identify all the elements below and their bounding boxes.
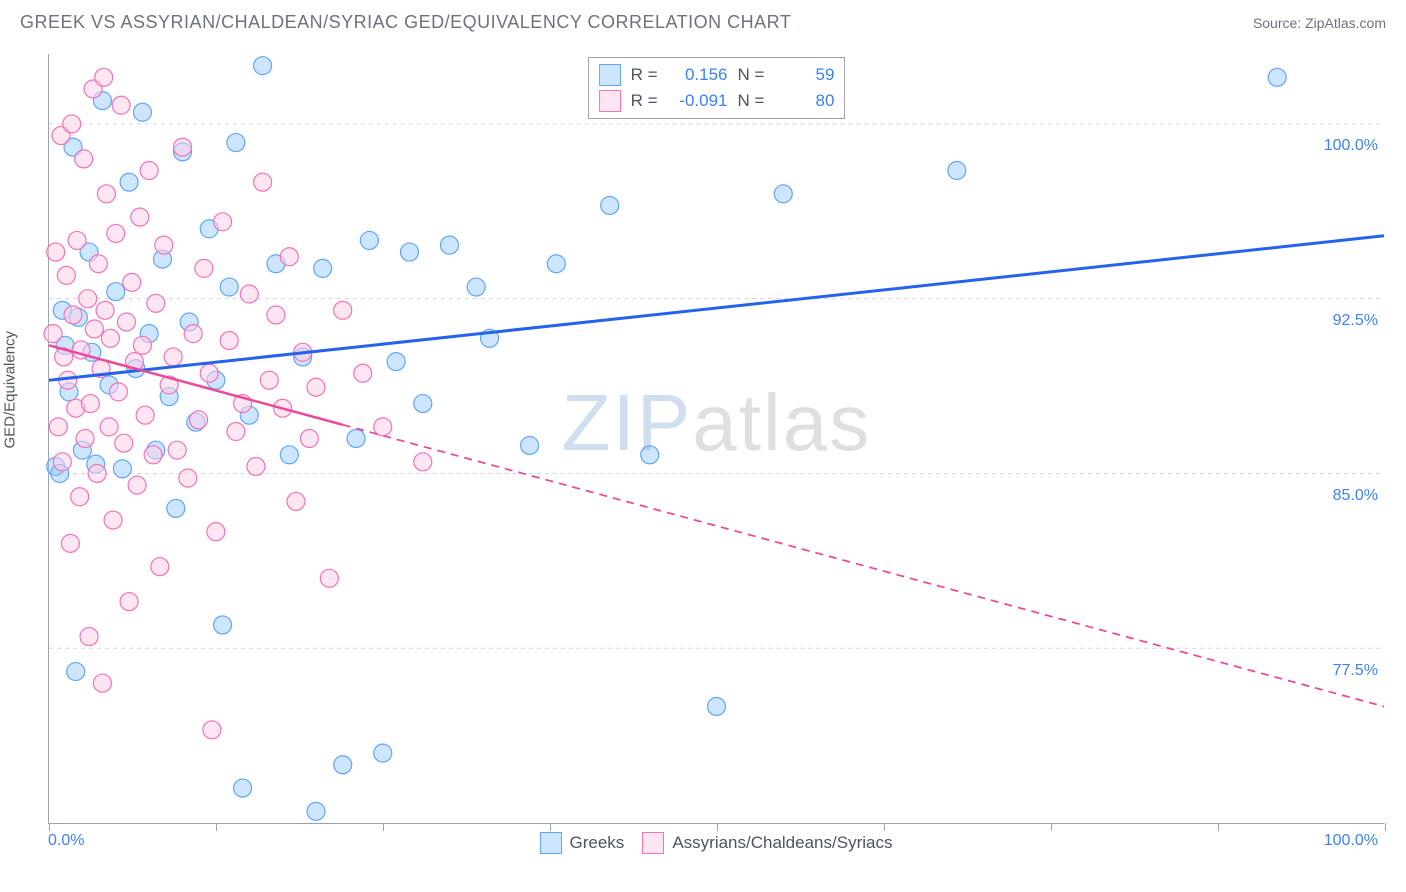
x-tick [1218,823,1219,831]
x-tick [383,823,384,831]
swatch-greeks [599,64,621,86]
x-tick [717,823,718,831]
legend-swatch-greeks [540,832,562,854]
chart-svg [49,54,1384,823]
chart-header: GREEK VS ASSYRIAN/CHALDEAN/SYRIAC GED/EQ… [0,0,1406,41]
n-value-greeks: 59 [774,65,834,85]
series-legend: Greeks Assyrians/Chaldeans/Syriacs [48,832,1384,854]
y-tick-label: 100.0% [1324,137,1390,155]
plot-area: ZIPatlas 77.5%85.0%92.5%100.0% R = 0.156… [48,54,1384,824]
legend-label-greeks: Greeks [570,833,625,853]
legend-item-assyrians: Assyrians/Chaldeans/Syriacs [642,832,892,854]
y-axis-title: GED/Equivalency [2,331,19,449]
x-tick [1051,823,1052,831]
legend-item-greeks: Greeks [540,832,625,854]
x-tick [49,823,50,831]
n-value-assyrians: 80 [774,91,834,111]
x-tick [884,823,885,831]
swatch-assyrians [599,90,621,112]
chart-title: GREEK VS ASSYRIAN/CHALDEAN/SYRIAC GED/EQ… [20,12,791,33]
x-tick [550,823,551,831]
correlation-legend: R = 0.156 N = 59 R = -0.091 N = 80 [588,57,846,119]
x-tick [216,823,217,831]
legend-swatch-assyrians [642,832,664,854]
r-value-assyrians: -0.091 [668,91,728,111]
legend-label-assyrians: Assyrians/Chaldeans/Syriacs [672,833,892,853]
legend-row-assyrians: R = -0.091 N = 80 [599,88,835,114]
r-value-greeks: 0.156 [668,65,728,85]
legend-row-greeks: R = 0.156 N = 59 [599,62,835,88]
x-tick [1385,823,1386,831]
y-tick-label: 92.5% [1333,312,1390,330]
y-tick-label: 85.0% [1333,487,1390,505]
y-tick-label: 77.5% [1333,662,1390,680]
chart-source: Source: ZipAtlas.com [1253,15,1386,31]
